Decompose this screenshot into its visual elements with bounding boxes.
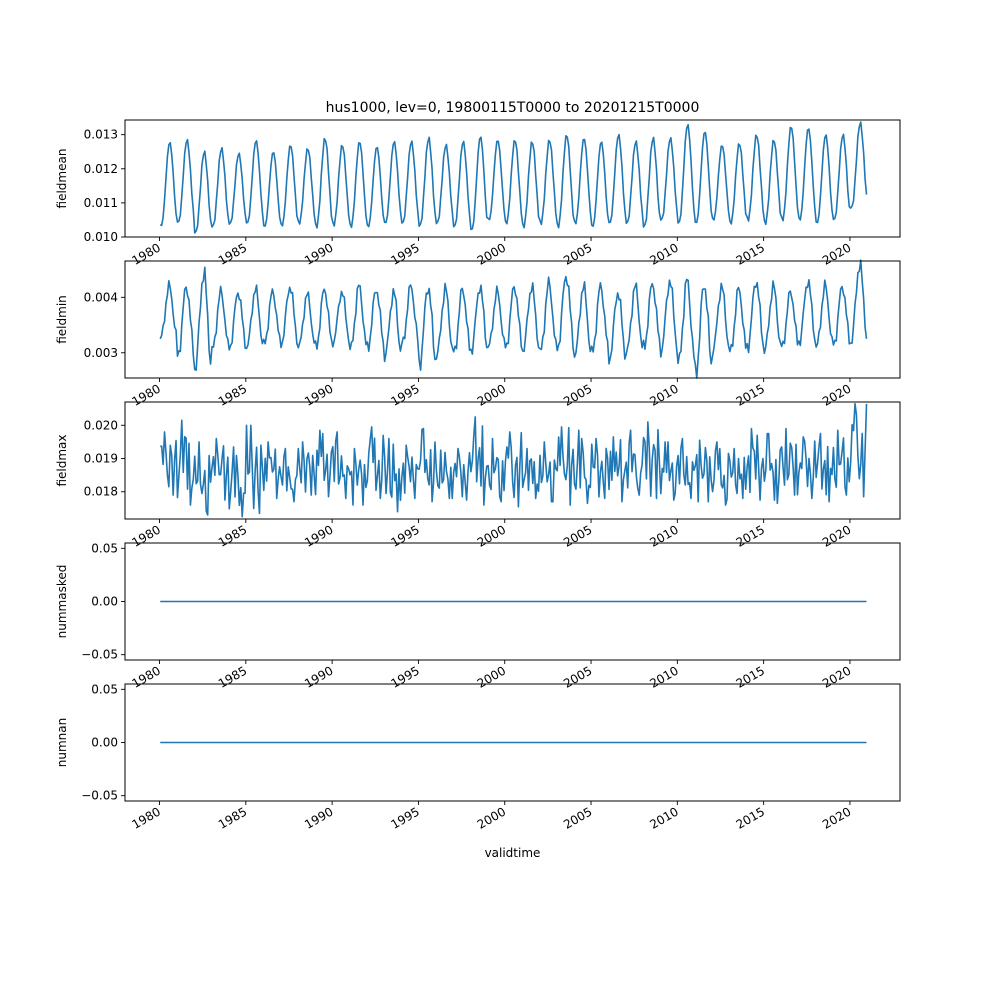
- series-line-fieldmean: [159, 121, 868, 234]
- series-line-fieldmax: [160, 402, 868, 518]
- y-tick-label: 0.019: [84, 452, 118, 466]
- y-tick-label: 0.020: [84, 418, 118, 432]
- x-axis-label: validtime: [485, 846, 541, 860]
- y-tick-label: 0.05: [91, 682, 118, 696]
- y-axis-label: nummasked: [55, 565, 69, 639]
- y-tick-label: 0.003: [84, 346, 118, 360]
- y-axis-label: numnan: [55, 718, 69, 767]
- y-axis-label: fieldmin: [55, 295, 69, 344]
- series-line-fieldmin: [159, 259, 868, 379]
- y-tick-label: 0.012: [84, 162, 118, 176]
- y-tick-label: 0.018: [84, 485, 118, 499]
- y-tick-label: 0.011: [84, 196, 118, 210]
- axes-frame-fieldmin: [124, 260, 901, 379]
- y-tick-label: −0.05: [81, 648, 118, 662]
- y-axis-label: fieldmean: [55, 149, 69, 209]
- axes-frame-fieldmax: [124, 401, 901, 520]
- y-tick-label: 0.05: [91, 541, 118, 555]
- y-tick-label: 0.010: [84, 230, 118, 244]
- y-tick-label: 0.004: [84, 290, 118, 304]
- y-tick-label: −0.05: [81, 789, 118, 803]
- axes-frame-fieldmean: [124, 119, 901, 238]
- y-tick-label: 0.00: [91, 736, 118, 750]
- y-axis-label: fieldmax: [55, 434, 69, 486]
- chart-title: hus1000, lev=0, 19800115T0000 to 2020121…: [326, 100, 700, 116]
- y-tick-label: 0.00: [91, 595, 118, 609]
- y-tick-label: 0.013: [84, 128, 118, 142]
